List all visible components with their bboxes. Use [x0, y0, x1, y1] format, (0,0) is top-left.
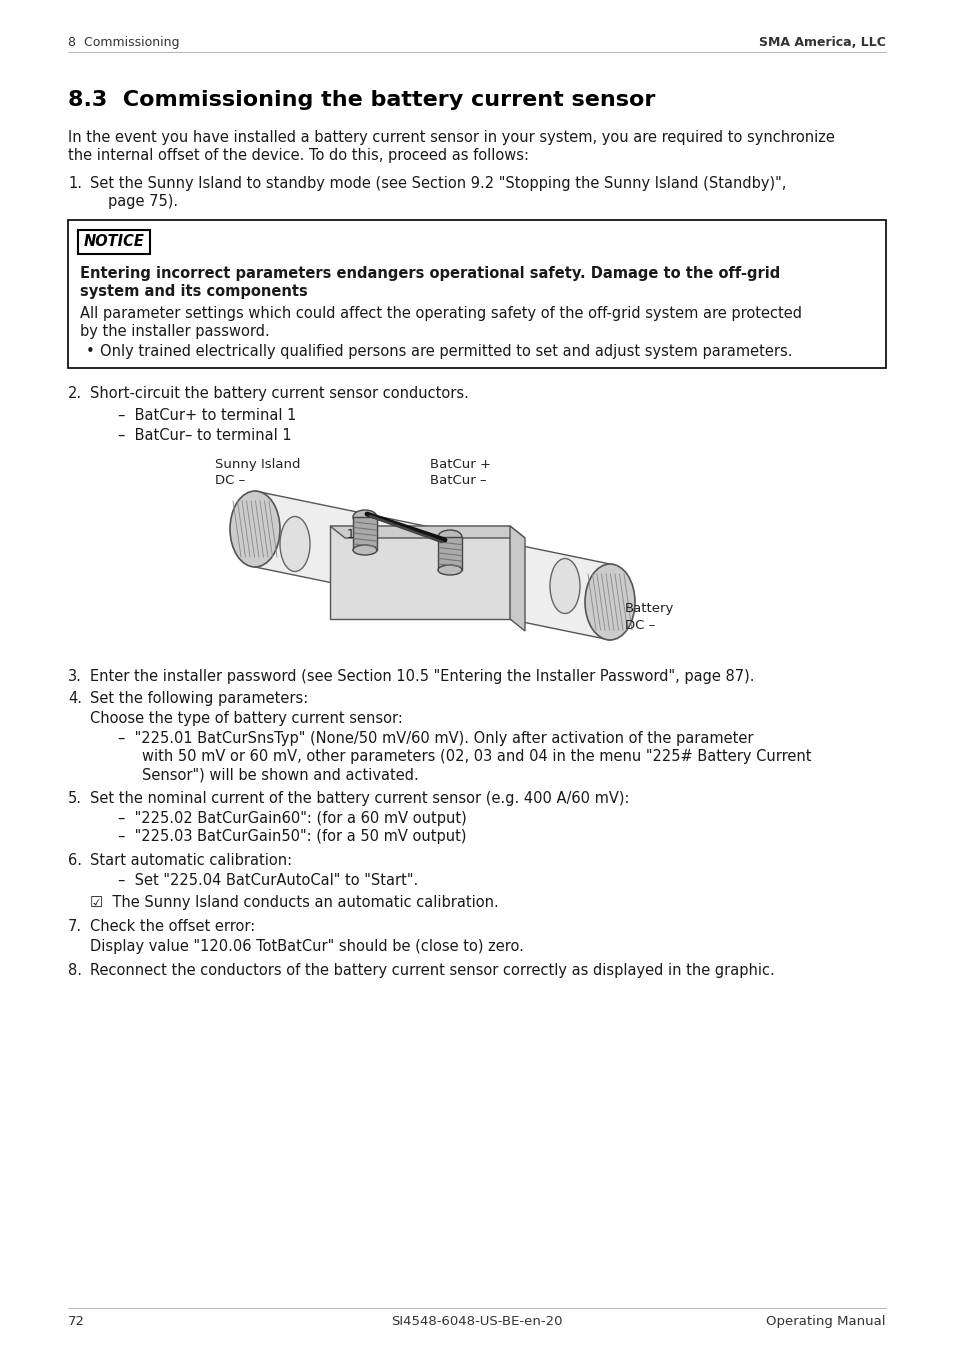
- Text: 4.: 4.: [68, 691, 82, 706]
- Text: 8.: 8.: [68, 963, 82, 977]
- Text: BatCur –: BatCur –: [430, 475, 486, 487]
- Bar: [330, 526, 510, 619]
- Text: BatCur +: BatCur +: [430, 458, 491, 470]
- Ellipse shape: [437, 530, 461, 544]
- Ellipse shape: [353, 510, 376, 525]
- Text: 1.: 1.: [68, 176, 82, 191]
- Text: –  BatCur– to terminal 1: – BatCur– to terminal 1: [118, 429, 292, 443]
- Text: Enter the installer password (see Section 10.5 "Entering the Installer Password": Enter the installer password (see Sectio…: [90, 669, 754, 684]
- Text: Sensor") will be shown and activated.: Sensor") will be shown and activated.: [142, 767, 418, 781]
- Text: Entering incorrect parameters endangers operational safety. Damage to the off-gr: Entering incorrect parameters endangers …: [80, 266, 780, 281]
- Text: Sunny Island: Sunny Island: [214, 458, 300, 470]
- Text: system and its components: system and its components: [80, 284, 308, 299]
- Text: 8  Commissioning: 8 Commissioning: [68, 37, 179, 49]
- Bar: [353, 516, 376, 550]
- Bar: [68, 220, 885, 368]
- Text: Reconnect the conductors of the battery current sensor correctly as displayed in: Reconnect the conductors of the battery …: [90, 963, 774, 977]
- Ellipse shape: [230, 491, 280, 566]
- Text: ☑  The Sunny Island conducts an automatic calibration.: ☑ The Sunny Island conducts an automatic…: [90, 895, 498, 910]
- Bar: [437, 537, 461, 571]
- Text: Set the following parameters:: Set the following parameters:: [90, 691, 308, 706]
- Text: 8.3  Commissioning the battery current sensor: 8.3 Commissioning the battery current se…: [68, 91, 655, 110]
- Text: •: •: [86, 343, 94, 360]
- Text: page 75).: page 75).: [108, 193, 178, 210]
- Text: SI4548-6048-US-BE-en-20: SI4548-6048-US-BE-en-20: [391, 1315, 562, 1328]
- Text: DC –: DC –: [214, 475, 245, 487]
- Ellipse shape: [353, 545, 376, 556]
- Text: 6.: 6.: [68, 853, 82, 868]
- Text: Short-circuit the battery current sensor conductors.: Short-circuit the battery current sensor…: [90, 387, 468, 402]
- Text: –  "225.02 BatCurGain60": (for a 60 mV output): – "225.02 BatCurGain60": (for a 60 mV ou…: [118, 811, 466, 826]
- Text: 72: 72: [68, 1315, 85, 1328]
- Text: 2: 2: [437, 557, 445, 571]
- Text: Check the offset error:: Check the offset error:: [90, 919, 255, 934]
- Text: DC –: DC –: [624, 619, 655, 631]
- Text: In the event you have installed a battery current sensor in your system, you are: In the event you have installed a batter…: [68, 130, 834, 145]
- Text: –  BatCur+ to terminal 1: – BatCur+ to terminal 1: [118, 408, 296, 423]
- Text: Set the Sunny Island to standby mode (see Section 9.2 "Stopping the Sunny Island: Set the Sunny Island to standby mode (se…: [90, 176, 785, 191]
- Text: Operating Manual: Operating Manual: [765, 1315, 885, 1328]
- Bar: [78, 230, 150, 254]
- Text: 5.: 5.: [68, 791, 82, 806]
- Text: –  "225.03 BatCurGain50": (for a 50 mV output): – "225.03 BatCurGain50": (for a 50 mV ou…: [118, 829, 466, 844]
- Text: –  Set "225.04 BatCurAutoCal" to "Start".: – Set "225.04 BatCurAutoCal" to "Start".: [118, 873, 417, 888]
- Text: 7.: 7.: [68, 919, 82, 934]
- Text: by the installer password.: by the installer password.: [80, 324, 270, 339]
- Text: Display value "120.06 TotBatCur" should be (close to) zero.: Display value "120.06 TotBatCur" should …: [90, 940, 523, 955]
- Polygon shape: [254, 491, 609, 639]
- Text: Battery: Battery: [624, 602, 674, 615]
- Text: NOTICE: NOTICE: [84, 234, 144, 249]
- Ellipse shape: [437, 565, 461, 575]
- Ellipse shape: [584, 564, 635, 639]
- Text: with 50 mV or 60 mV, other parameters (02, 03 and 04 in the menu "225# Battery C: with 50 mV or 60 mV, other parameters (0…: [142, 749, 811, 764]
- Text: Start automatic calibration:: Start automatic calibration:: [90, 853, 292, 868]
- Polygon shape: [330, 526, 524, 538]
- Text: 2.: 2.: [68, 387, 82, 402]
- Text: the internal offset of the device. To do this, proceed as follows:: the internal offset of the device. To do…: [68, 147, 529, 164]
- Text: All parameter settings which could affect the operating safety of the off-grid s: All parameter settings which could affec…: [80, 306, 801, 320]
- Text: Choose the type of battery current sensor:: Choose the type of battery current senso…: [90, 711, 402, 726]
- Text: Set the nominal current of the battery current sensor (e.g. 400 A/60 mV):: Set the nominal current of the battery c…: [90, 791, 629, 806]
- Text: SMA America, LLC: SMA America, LLC: [759, 37, 885, 49]
- Text: 3.: 3.: [68, 669, 82, 684]
- Ellipse shape: [280, 516, 310, 572]
- Polygon shape: [510, 526, 524, 631]
- Text: –  "225.01 BatCurSnsTyp" (None/50 mV/60 mV). Only after activation of the parame: – "225.01 BatCurSnsTyp" (None/50 mV/60 m…: [118, 731, 753, 746]
- Text: Only trained electrically qualified persons are permitted to set and adjust syst: Only trained electrically qualified pers…: [100, 343, 792, 360]
- Ellipse shape: [550, 558, 579, 614]
- Text: 1: 1: [347, 529, 355, 541]
